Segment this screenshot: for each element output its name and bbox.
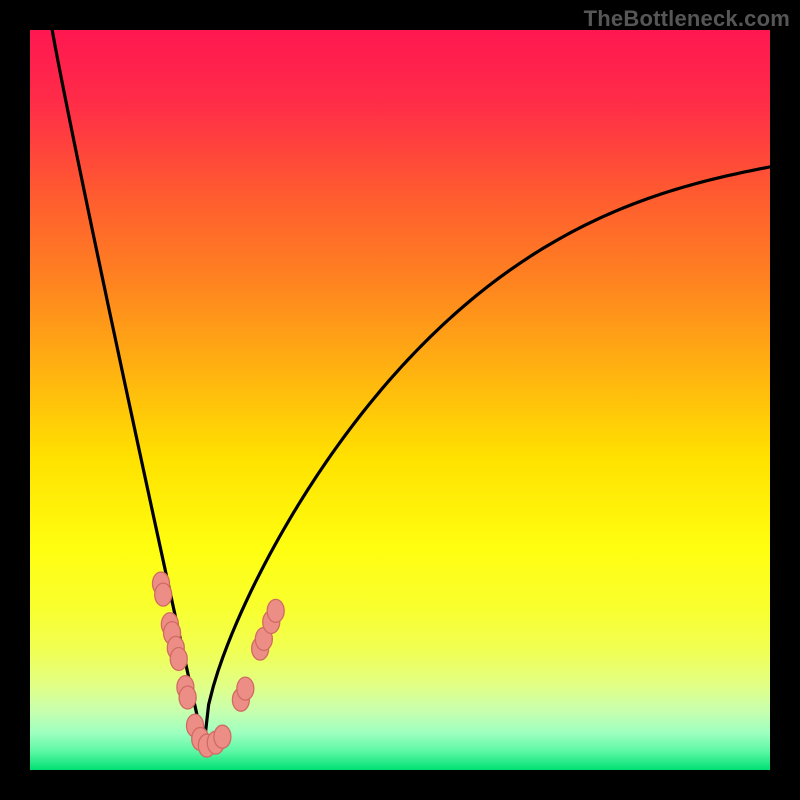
marker-point [267,599,284,622]
chart-root: TheBottleneck.com [0,0,800,800]
plot-area [30,30,770,770]
marker-point [155,583,172,606]
plot-svg [30,30,770,770]
marker-point [214,725,231,748]
gradient-background [30,30,770,770]
marker-point [179,686,196,709]
marker-point [170,648,187,671]
marker-point [237,677,254,700]
watermark-text: TheBottleneck.com [584,6,790,32]
